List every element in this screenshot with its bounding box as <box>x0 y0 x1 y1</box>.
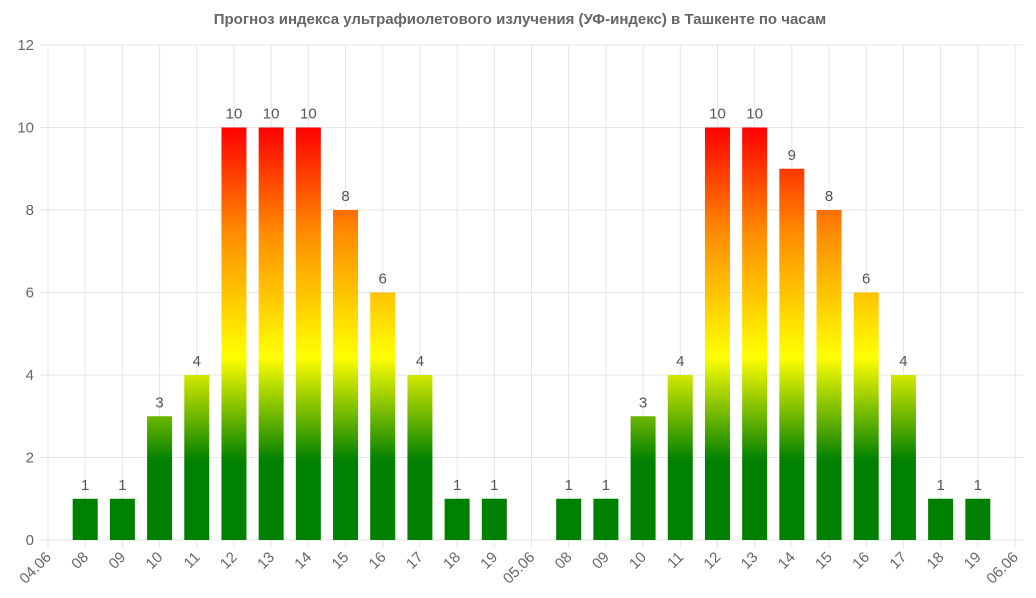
x-tick-label: 09 <box>105 549 129 573</box>
bar-value-label: 1 <box>490 477 498 494</box>
uv-bar <box>853 292 879 540</box>
x-tick-label: 09 <box>589 549 613 573</box>
uv-bar <box>444 498 470 540</box>
bar-value-label: 1 <box>565 477 573 494</box>
x-tick-label: 08 <box>552 549 576 573</box>
uv-bar <box>407 375 433 540</box>
x-tick-label: 05.06 <box>500 549 539 588</box>
x-tick-label: 04.06 <box>16 549 55 588</box>
bar-value-label: 6 <box>862 271 870 288</box>
x-tick-label: 15 <box>329 549 353 573</box>
bar-value-label: 9 <box>788 147 796 164</box>
y-tick-label: 10 <box>17 120 34 137</box>
x-tick-label: 13 <box>254 549 278 573</box>
uv-bar <box>72 498 98 540</box>
uv-bar <box>890 375 916 540</box>
x-tick-label: 18 <box>440 549 464 573</box>
bar-value-label: 10 <box>263 106 280 123</box>
x-tick-label: 13 <box>738 549 762 573</box>
bar-value-label: 10 <box>226 106 243 123</box>
bar-value-label: 1 <box>453 477 461 494</box>
bar-value-label: 1 <box>118 477 126 494</box>
bar-value-label: 3 <box>155 394 163 411</box>
x-tick-label: 11 <box>181 549 204 572</box>
bar-value-label: 1 <box>602 477 610 494</box>
data-labels: 1 1 3 4 10 10 10 8 6 4 1 1 1 1 3 4 10 10 9 8 6 4 1 1 <box>81 106 982 494</box>
bars <box>72 127 991 540</box>
uv-bar <box>965 498 991 540</box>
x-tick-label: 14 <box>291 549 315 573</box>
y-tick-label: 8 <box>26 202 34 219</box>
uv-bar <box>630 416 656 540</box>
x-tick-label: 12 <box>700 549 724 573</box>
bar-value-label: 8 <box>825 188 833 205</box>
uv-bar <box>593 498 619 540</box>
x-tick-label: 11 <box>664 549 687 572</box>
x-tick-label: 14 <box>775 549 799 573</box>
bar-value-label: 4 <box>416 353 424 370</box>
uv-bar <box>481 498 507 540</box>
y-tick-label: 4 <box>26 367 34 384</box>
bar-value-label: 1 <box>81 477 89 494</box>
bar-value-label: 8 <box>341 188 349 205</box>
uv-bar <box>556 498 582 540</box>
x-tick-label: 16 <box>366 549 390 573</box>
bar-value-label: 4 <box>676 353 684 370</box>
uv-bar <box>816 210 842 540</box>
x-tick-label: 17 <box>886 549 910 573</box>
uv-bar <box>295 127 321 540</box>
uv-bar <box>667 375 693 540</box>
uv-bar <box>742 127 768 540</box>
x-tick-label: 19 <box>961 549 985 573</box>
x-tick-label: 10 <box>143 549 167 573</box>
y-axis-ticks: 0 2 4 6 8 10 12 <box>17 37 34 549</box>
uv-bar <box>258 127 284 540</box>
y-tick-label: 12 <box>17 37 34 54</box>
bar-value-label: 6 <box>379 271 387 288</box>
uv-bar <box>147 416 173 540</box>
uv-bar <box>184 375 210 540</box>
bar-value-label: 4 <box>899 353 907 370</box>
bar-value-label: 10 <box>709 106 726 123</box>
uv-bar <box>779 168 805 540</box>
x-tick-label: 17 <box>403 549 427 573</box>
bar-value-label: 1 <box>936 477 944 494</box>
uv-bar <box>109 498 135 540</box>
bar-value-label: 10 <box>746 106 763 123</box>
x-tick-label: 18 <box>924 549 948 573</box>
bar-value-label: 1 <box>974 477 982 494</box>
x-tick-label: 16 <box>849 549 873 573</box>
x-tick-label: 06.06 <box>983 549 1022 588</box>
uv-bar <box>704 127 730 540</box>
bar-value-label: 3 <box>639 394 647 411</box>
x-tick-label: 12 <box>217 549 241 573</box>
y-tick-label: 0 <box>26 532 34 549</box>
x-tick-label: 19 <box>477 549 501 573</box>
uv-bar <box>333 210 359 540</box>
bar-value-label: 4 <box>193 353 201 370</box>
y-tick-label: 2 <box>26 450 34 467</box>
x-tick-label: 10 <box>626 549 650 573</box>
x-tick-label: 08 <box>68 549 92 573</box>
bar-value-label: 10 <box>300 106 317 123</box>
chart-title: Прогноз индекса ультрафиолетового излуче… <box>214 11 827 28</box>
uv-bar <box>928 498 954 540</box>
x-tick-label: 15 <box>812 549 836 573</box>
uv-bar <box>221 127 247 540</box>
uv-bar <box>370 292 396 540</box>
y-tick-label: 6 <box>26 285 34 302</box>
